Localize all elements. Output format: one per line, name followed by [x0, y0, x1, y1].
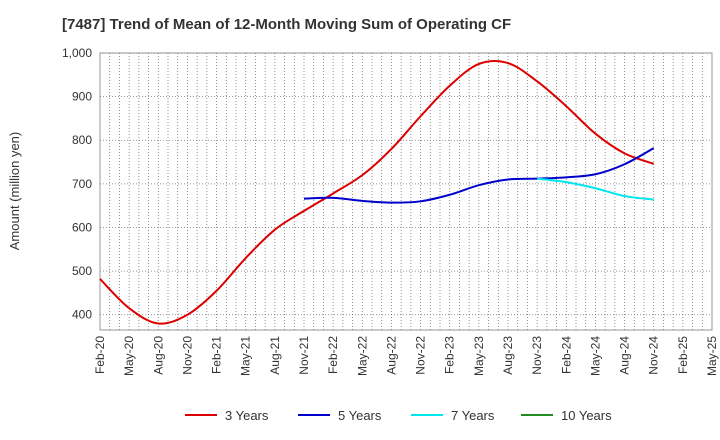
x-tick-label: May-20 — [122, 336, 136, 376]
series-lines — [99, 59, 655, 325]
legend-label: 10 Years — [561, 408, 612, 423]
legend: 3 Years 5 Years 7 Years 10 Years — [185, 408, 612, 423]
series-line-3-years — [99, 59, 655, 325]
y-tick-label: 600 — [72, 220, 92, 234]
series-line-7-years — [537, 177, 654, 201]
plot-area — [99, 52, 713, 331]
x-tick-label: Feb-25 — [676, 336, 690, 374]
y-tick-label: 900 — [72, 90, 92, 104]
y-tick-label: 800 — [72, 133, 92, 147]
x-tick-label: Feb-24 — [559, 336, 573, 374]
x-tick-label: Aug-24 — [618, 336, 632, 375]
x-tick-label: Feb-22 — [326, 336, 340, 374]
legend-label: 7 Years — [451, 408, 495, 423]
x-tick-label: Nov-21 — [297, 336, 311, 375]
x-tick-label: Feb-23 — [443, 336, 457, 374]
legend-label: 3 Years — [225, 408, 269, 423]
x-tick-label: Aug-23 — [501, 336, 515, 375]
grid — [100, 52, 712, 330]
x-tick-label: May-22 — [355, 336, 369, 376]
x-tick-label: Aug-21 — [268, 336, 282, 375]
chart-title: [7487] Trend of Mean of 12-Month Moving … — [62, 16, 511, 33]
legend-label: 5 Years — [338, 408, 382, 423]
y-tick-label: 400 — [72, 308, 92, 322]
x-tick-label: May-21 — [239, 336, 253, 376]
y-tick-label: 1,000 — [62, 46, 92, 60]
y-tick-label: 500 — [72, 264, 92, 278]
x-tick-label: Feb-21 — [210, 336, 224, 374]
x-tick-label: Aug-22 — [384, 336, 398, 375]
x-tick-labels: Feb-20 May-20 Aug-20 Nov-20 Feb-21 May-21 Aug-… — [93, 336, 719, 376]
x-tick-label: Nov-22 — [414, 336, 428, 375]
x-tick-label: Feb-20 — [93, 336, 107, 374]
y-tick-label: 700 — [72, 177, 92, 191]
x-tick-label: May-24 — [588, 336, 602, 376]
x-tick-label: Nov-23 — [530, 336, 544, 375]
series-line-5-years — [303, 147, 655, 204]
x-tick-label: Nov-20 — [180, 336, 194, 375]
x-tick-label: Aug-20 — [151, 336, 165, 375]
x-tick-label: May-23 — [472, 336, 486, 376]
x-tick-label: May-25 — [705, 336, 719, 376]
y-axis-label: Amount (million yen) — [7, 132, 22, 251]
y-tick-labels: 400 500 600 700 800 900 1,000 — [62, 46, 92, 322]
x-tick-label: Nov-24 — [647, 336, 661, 375]
